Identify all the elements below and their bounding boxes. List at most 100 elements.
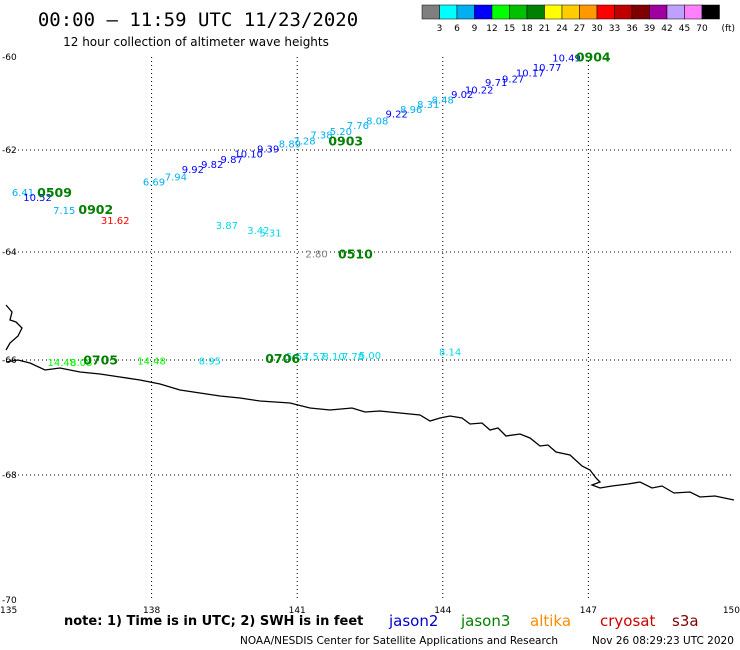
- lat-lon-grid: [6, 57, 734, 600]
- pass-time-labels: 0509 0902 0903 0904 0510 0705 0706: [37, 50, 611, 368]
- legend-swatch: [474, 4, 493, 20]
- legend-swatch: [614, 4, 633, 20]
- map-subtitle: 12 hour collection of altimeter wave hei…: [63, 35, 329, 49]
- footer-credit: NOAA/NESDIS Center for Satellite Applica…: [240, 635, 558, 647]
- wave-height-label: 10.22: [465, 85, 494, 96]
- lat-tick-label: -66: [2, 356, 17, 366]
- legend-tick-label: 3: [437, 24, 443, 34]
- pass-time-label: 0902: [78, 202, 113, 217]
- satellite-legend: jason2 jason3 altika cryosat s3a: [388, 612, 699, 630]
- wave-height-label: 7.28: [293, 136, 315, 147]
- wave-height-label: 9.82: [201, 160, 223, 171]
- legend-swatch: [509, 4, 528, 20]
- lat-tick-label: -68: [2, 471, 17, 481]
- satellite-jason2: jason2: [388, 612, 438, 630]
- wave-height-label: 10.17: [516, 69, 545, 80]
- satellite-s3a: s3a: [672, 612, 699, 630]
- wave-height-label: 9.02: [451, 90, 473, 101]
- legend-tick-label: 30: [591, 24, 603, 34]
- lon-tick-label: 141: [289, 606, 306, 616]
- wave-height-label: 7.76: [347, 121, 369, 132]
- legend-tick-label: 39: [644, 24, 656, 34]
- pass-time-label: 0706: [265, 351, 300, 366]
- legend-tick-label: 33: [609, 24, 620, 34]
- lat-tick-label: -70: [2, 596, 17, 606]
- map-title: 00:00 – 11:59 UTC 11/23/2020: [38, 9, 358, 31]
- wave-height-label: 8.08: [366, 116, 388, 127]
- wave-height-label: 14.48: [47, 358, 76, 369]
- wave-height-label: 3.42: [247, 226, 269, 237]
- wave-height-label: 10.52: [23, 193, 52, 204]
- wave-height-label: 8.31: [417, 100, 439, 111]
- footer-note: note: 1) Time is in UTC; 2) SWH is in fe…: [64, 614, 363, 629]
- legend-swatch: [701, 4, 720, 20]
- wave-height-label: 6.41: [12, 188, 34, 199]
- lon-tick-label: 150: [723, 606, 740, 616]
- wave-height-label: 14.48: [137, 357, 166, 368]
- wave-height-label: 8.08: [70, 358, 92, 369]
- lat-tick-label: -60: [2, 53, 17, 63]
- wave-height-label: 31.62: [101, 216, 130, 227]
- legend-tick-label: 6: [454, 24, 460, 34]
- legend-swatch: [456, 4, 475, 20]
- wave-height-label: 8.89: [279, 140, 301, 151]
- satellite-altika: altika: [530, 612, 571, 630]
- legend-swatch: [439, 4, 458, 20]
- wave-height-label: 7.38: [310, 130, 332, 141]
- lat-tick-label: -64: [2, 248, 17, 258]
- pass-time-label: 0903: [328, 133, 363, 148]
- legend-tick-label: 9: [472, 24, 478, 34]
- legend-swatch: [491, 4, 510, 20]
- legend-tick-label: 45: [679, 24, 690, 34]
- wave-height-label: 9.39: [257, 145, 279, 156]
- legend-swatch: [596, 4, 615, 20]
- legend-tick-label: 24: [556, 24, 568, 34]
- pass-time-label: 0510: [338, 246, 373, 261]
- legend-tick-label: 15: [504, 24, 515, 34]
- legend-swatch: [561, 4, 580, 20]
- legend-unit: (ft): [722, 24, 736, 34]
- wave-height-label: 9.27: [502, 75, 524, 86]
- satellite-jason3: jason3: [460, 612, 510, 630]
- wave-height-label: 9.87: [221, 155, 243, 166]
- pass-time-label: 0705: [83, 353, 118, 368]
- wave-height-label: 5.63: [286, 352, 308, 363]
- wave-height-label: 5.31: [259, 229, 281, 240]
- legend-swatch: [684, 4, 703, 20]
- wave-height-label: 10.49: [552, 54, 581, 65]
- wave-height-label: 7.57: [303, 352, 325, 363]
- legend-swatch: [579, 4, 598, 20]
- legend-tick-label: 21: [539, 24, 550, 34]
- axis-tick-labels: 135 138 141 144 147 150 -60 -62 -64 -66 -68 -70: [0, 53, 740, 616]
- wave-height-label: 3.87: [216, 221, 238, 232]
- lon-tick-label: 135: [0, 606, 17, 616]
- legend-swatch: [666, 4, 685, 20]
- legend-tick-label: 42: [661, 24, 672, 34]
- legend-tick-label: 18: [521, 24, 533, 34]
- legend-tick-label: 36: [626, 24, 638, 34]
- wave-height-label: 8.48: [432, 96, 454, 107]
- wave-height-label: 8.96: [400, 105, 422, 116]
- wave-height-label: 9.22: [386, 109, 408, 120]
- wave-height-label: 9.71: [485, 78, 507, 89]
- legend-swatch: [631, 4, 650, 20]
- lon-tick-label: 144: [434, 606, 451, 616]
- wave-height-label: 8.10: [322, 352, 344, 363]
- legend-swatch: [421, 4, 440, 20]
- wave-height-label: 9.92: [182, 165, 204, 176]
- wave-height-label: 10.77: [533, 63, 562, 74]
- wave-height-label: 8.95: [199, 357, 221, 368]
- lon-tick-label: 138: [143, 606, 160, 616]
- footer-timestamp: Nov 26 08:29:23 UTC 2020: [592, 635, 734, 647]
- satellite-cryosat: cryosat: [600, 612, 655, 630]
- legend-swatch: [526, 4, 545, 20]
- lat-tick-label: -62: [2, 146, 17, 156]
- coastline: [5, 304, 735, 501]
- wave-height-label: 10.10: [234, 150, 263, 161]
- wave-height-label: 7.78: [342, 352, 364, 363]
- wave-height-label: 8.14: [439, 348, 461, 359]
- wave-height-label: 5.20: [330, 127, 352, 138]
- pass-time-label: 0904: [576, 50, 611, 65]
- legend-swatch: [649, 4, 668, 20]
